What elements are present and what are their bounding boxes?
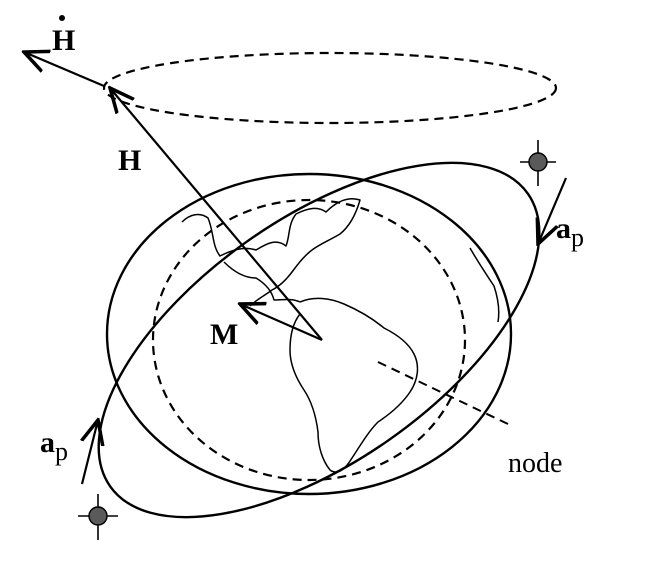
label-ap-lower: ap — [40, 426, 68, 466]
earth-outline — [105, 172, 513, 496]
label-m: M — [210, 318, 238, 351]
label-ap-upper: ap — [556, 212, 584, 252]
ap-arrow-upper — [538, 177, 568, 244]
label-h: H — [118, 144, 141, 177]
label-h-dot: H — [52, 24, 75, 57]
m-vector — [240, 304, 323, 342]
orbit-path — [97, 161, 541, 519]
precession-ellipse — [102, 51, 558, 125]
h-dot-vector — [24, 52, 105, 88]
ap-arrow-lower — [82, 420, 98, 485]
satellite-upper-icon — [520, 140, 556, 186]
satellite-lower-icon — [78, 494, 118, 540]
node-line — [377, 361, 511, 426]
meridian-dashed — [151, 198, 467, 482]
label-node: node — [508, 448, 562, 479]
h-vector — [110, 88, 323, 341]
h-dot-accent — [59, 15, 65, 21]
